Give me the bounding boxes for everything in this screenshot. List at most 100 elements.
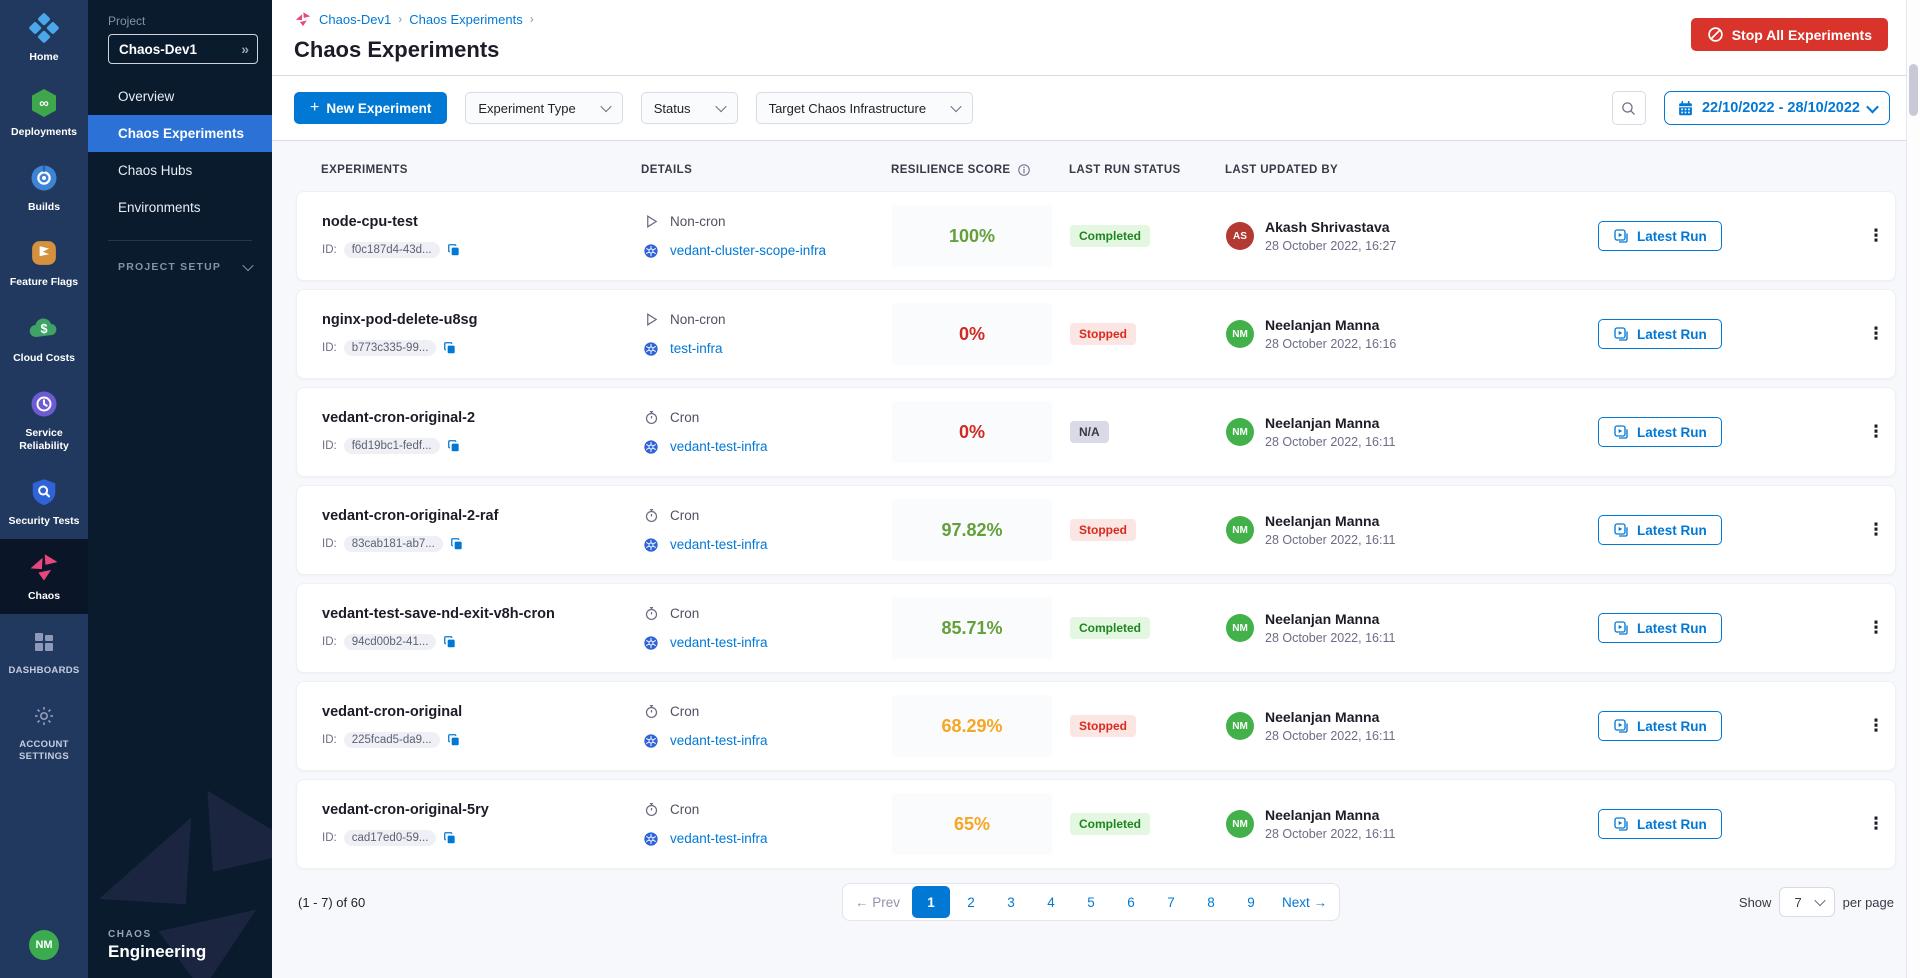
cron-timer-icon [642, 410, 660, 425]
experiment-name[interactable]: vedant-cron-original-2-raf [322, 508, 499, 524]
next-page-button[interactable]: Next → [1282, 894, 1328, 910]
nav-item-environments[interactable]: Environments [118, 200, 201, 215]
prev-page-button[interactable]: ← Prev [854, 894, 900, 910]
table-header-row: EXPERIMENTS DETAILS RESILIENCE SCORE LAS… [296, 141, 1896, 191]
run-icon [1614, 327, 1628, 341]
page-button-8[interactable]: 8 [1207, 894, 1215, 910]
copy-icon[interactable] [447, 243, 461, 257]
action-cell: Latest Run [1598, 613, 1848, 643]
kebab-menu-icon[interactable]: ⋮ [1867, 226, 1885, 245]
infra-link[interactable]: vedant-test-infra [670, 439, 768, 454]
details-cell: Cron vedant-test-infra [642, 508, 892, 553]
experiment-cell: vedant-cron-original ID: 225fcad5-da9... [322, 704, 642, 748]
sidebar-item-service-reliability[interactable]: Service Reliability [0, 376, 88, 464]
infra-link[interactable]: vedant-test-infra [670, 537, 768, 552]
experiment-name[interactable]: node-cpu-test [322, 214, 418, 230]
kebab-menu-icon[interactable]: ⋮ [1867, 422, 1885, 441]
latest-run-button[interactable]: Latest Run [1598, 221, 1722, 251]
resilience-score-value: 97.82% [941, 519, 1003, 540]
page-button-4[interactable]: 4 [1047, 894, 1055, 910]
experiment-id: f0c187d4-43d... [343, 242, 440, 258]
nav-item-overview[interactable]: Overview [118, 89, 175, 104]
sidebar-item-label: Builds [27, 201, 61, 214]
latest-run-button[interactable]: Latest Run [1598, 515, 1722, 545]
avatar: NM [1226, 516, 1254, 544]
experiment-name[interactable]: vedant-cron-original-5ry [322, 802, 489, 818]
breadcrumb-link-experiments[interactable]: Chaos Experiments [409, 11, 523, 27]
page-button-1[interactable]: 1 [912, 886, 950, 918]
experiment-name[interactable]: nginx-pod-delete-u8sg [322, 312, 478, 328]
nav-item-chaos-hubs[interactable]: Chaos Hubs [118, 163, 193, 178]
experiment-name[interactable]: vedant-cron-original [322, 704, 463, 720]
last-run-status-cell: Stopped [1070, 519, 1226, 541]
sidebar-item-chaos[interactable]: Chaos [0, 539, 88, 615]
copy-icon[interactable] [443, 831, 457, 845]
user-avatar[interactable]: NM [29, 930, 59, 960]
sidebar-item-home[interactable]: Home [0, 0, 88, 75]
page-button-7[interactable]: 7 [1167, 894, 1175, 910]
page-button-2[interactable]: 2 [967, 894, 975, 910]
filter-experiment-type[interactable]: Experiment Type [465, 92, 623, 124]
kebab-menu-icon[interactable]: ⋮ [1867, 520, 1885, 539]
copy-icon[interactable] [443, 635, 457, 649]
sidebar-item-account-settings[interactable]: ACCOUNT SETTINGS [0, 688, 88, 774]
schedule-type: Cron [670, 703, 700, 719]
scrollbar-thumb[interactable] [1909, 64, 1918, 116]
copy-icon[interactable] [447, 439, 461, 453]
sidebar-item-builds[interactable]: Builds [0, 150, 88, 225]
filter-status[interactable]: Status [640, 92, 738, 124]
infra-link[interactable]: vedant-test-infra [670, 831, 768, 846]
date-range-picker[interactable]: 22/10/2022 - 28/10/2022 [1663, 91, 1890, 125]
kebab-menu-icon[interactable]: ⋮ [1867, 814, 1885, 833]
home-icon [27, 11, 61, 45]
user-name: Neelanjan Manna [1265, 709, 1380, 725]
page-button-5[interactable]: 5 [1087, 894, 1095, 910]
project-setup-toggle[interactable]: PROJECT SETUP [118, 259, 254, 273]
latest-run-button[interactable]: Latest Run [1598, 809, 1722, 839]
latest-run-button[interactable]: Latest Run [1598, 613, 1722, 643]
page-button-6[interactable]: 6 [1127, 894, 1135, 910]
per-page-select[interactable]: 7 [1779, 887, 1835, 917]
page-button-3[interactable]: 3 [1007, 894, 1015, 910]
sidebar-item-label: DASHBOARDS [8, 665, 80, 677]
kebab-menu-icon[interactable]: ⋮ [1867, 618, 1885, 637]
filter-target-chaos-infrastructure[interactable]: Target Chaos Infrastructure [755, 92, 974, 124]
copy-icon[interactable] [447, 733, 461, 747]
new-experiment-button[interactable]: + New Experiment [294, 92, 448, 124]
sidebar-item-cloud-costs[interactable]: $ Cloud Costs [0, 301, 88, 376]
sidebar-item-security-tests[interactable]: Security Tests [0, 464, 88, 539]
latest-run-button[interactable]: Latest Run [1598, 711, 1722, 741]
latest-run-button[interactable]: Latest Run [1598, 417, 1722, 447]
sidebar-item-label: Cloud Costs [13, 351, 75, 364]
latest-run-button[interactable]: Latest Run [1598, 319, 1722, 349]
last-updated-by-cell: AS Akash Shrivastava 28 October 2022, 16… [1226, 219, 1598, 253]
search-button[interactable] [1611, 91, 1646, 125]
show-label: Show [1738, 894, 1772, 910]
experiment-name[interactable]: vedant-test-save-nd-exit-v8h-cron [322, 606, 555, 622]
project-selector[interactable]: Chaos-Dev1 » [108, 34, 258, 64]
infra-link[interactable]: test-infra [670, 341, 723, 356]
row-menu-cell: ⋮ [1848, 226, 1904, 246]
infra-link[interactable]: vedant-test-infra [670, 733, 768, 748]
breadcrumb-link-project[interactable]: Chaos-Dev1 [319, 11, 392, 27]
sidebar-item-dashboards[interactable]: DASHBOARDS [0, 614, 88, 688]
kebab-menu-icon[interactable]: ⋮ [1867, 324, 1885, 343]
status-badge: Stopped [1070, 323, 1136, 345]
experiment-name[interactable]: vedant-cron-original-2 [322, 410, 476, 426]
page-button-9[interactable]: 9 [1247, 894, 1255, 910]
column-header-details: DETAILS [641, 164, 693, 176]
stop-all-experiments-button[interactable]: Stop All Experiments [1690, 18, 1888, 51]
expand-icon[interactable]: » [241, 41, 249, 57]
copy-icon[interactable] [443, 341, 457, 355]
sidebar-item-deployments[interactable]: ∞ Deployments [0, 75, 88, 150]
sidebar-item-feature-flags[interactable]: Feature Flags [0, 225, 88, 300]
infra-link[interactable]: vedant-test-infra [670, 635, 768, 650]
kebab-menu-icon[interactable]: ⋮ [1867, 716, 1885, 735]
score-box: 0% [892, 303, 1052, 365]
vertical-scrollbar[interactable] [1906, 0, 1920, 978]
copy-icon[interactable] [450, 537, 464, 551]
nav-item-chaos-experiments[interactable]: Chaos Experiments [88, 115, 272, 152]
info-icon[interactable] [1017, 163, 1031, 177]
infra-link[interactable]: vedant-cluster-scope-infra [670, 243, 827, 258]
score-box: 0% [892, 401, 1052, 463]
